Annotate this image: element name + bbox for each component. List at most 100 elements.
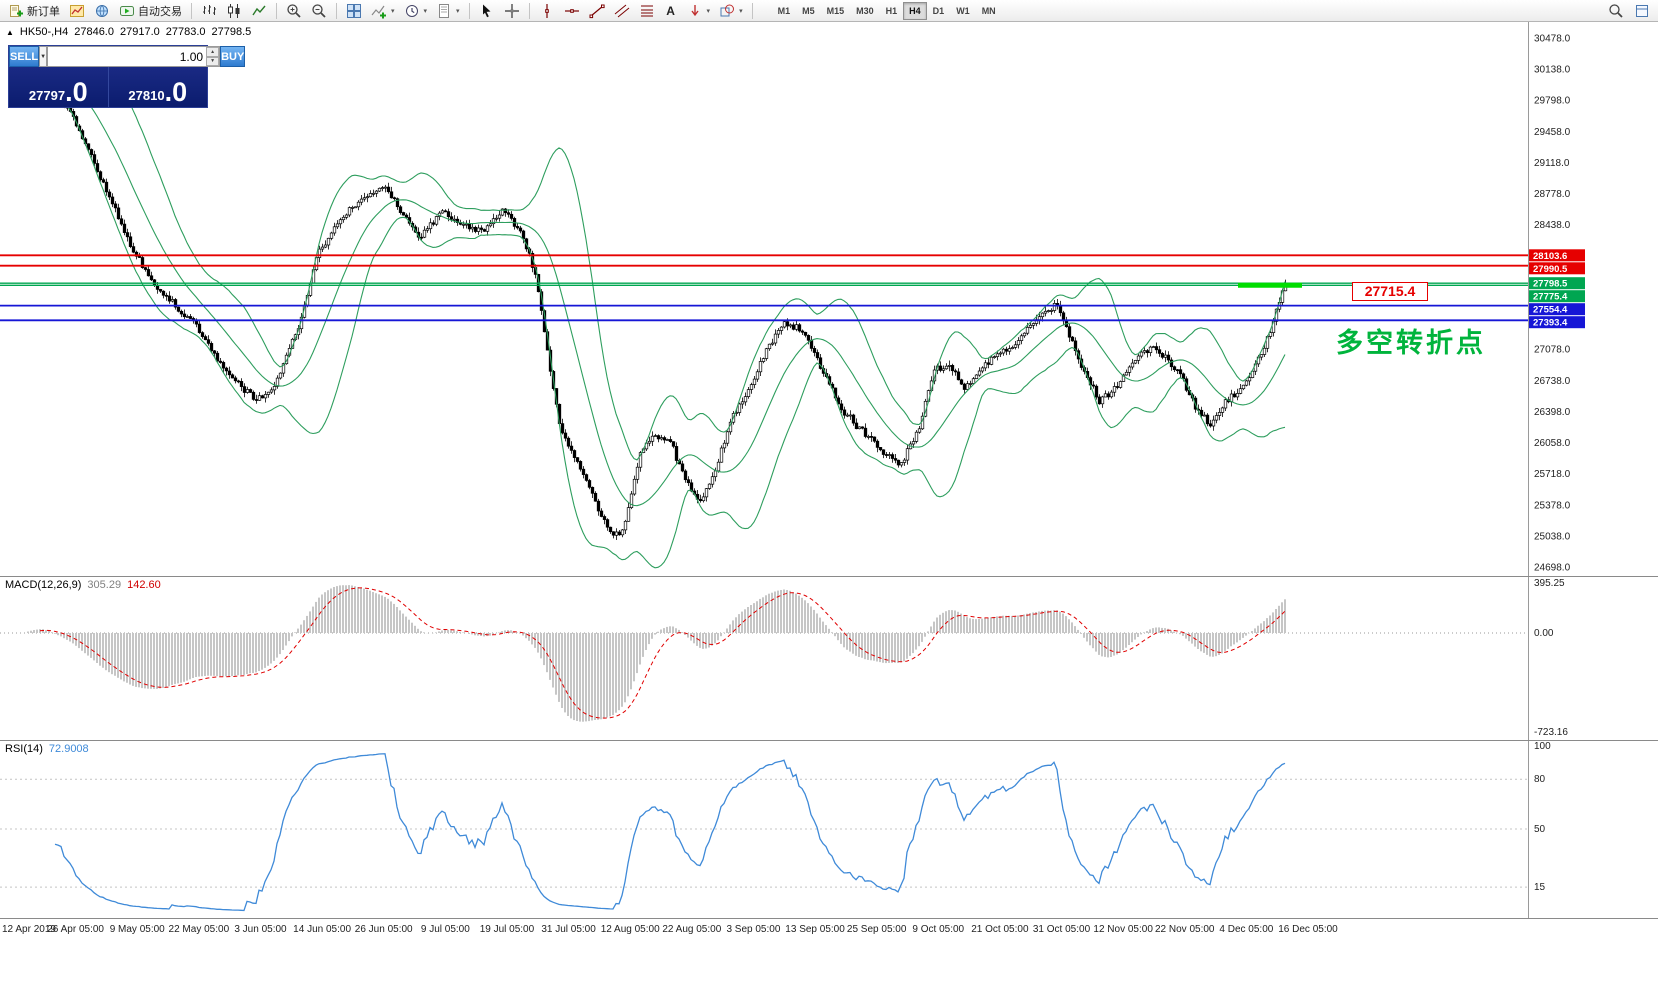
time-label: 12 Nov 05:00	[1093, 924, 1153, 935]
quote-bar: ▲ HK50-,H4 27846.0 27917.0 27783.0 27798…	[6, 26, 251, 38]
timeframe-h1[interactable]: H1	[880, 2, 904, 20]
svg-text:28778.0: 28778.0	[1534, 189, 1571, 200]
svg-text:50: 50	[1534, 824, 1546, 835]
rsi-canvas[interactable]: 100 80 50 15	[0, 741, 1658, 918]
timeframe-m15[interactable]: M15	[821, 2, 851, 20]
volume-down-button[interactable]: ▼	[206, 56, 220, 66]
trendline-icon	[589, 3, 605, 19]
timeframe-mn[interactable]: MN	[976, 2, 1002, 20]
time-label: 9 Oct 05:00	[912, 924, 965, 935]
svg-text:29118.0: 29118.0	[1534, 158, 1570, 169]
time-label: 26 Apr 05:00	[47, 924, 104, 935]
zoom-out-button[interactable]	[307, 1, 331, 21]
trendline-button[interactable]	[585, 1, 609, 21]
cursor-button[interactable]	[475, 1, 499, 21]
svg-text:100: 100	[1534, 741, 1551, 752]
tile-windows-button[interactable]	[342, 1, 366, 21]
volume-dropdown-button[interactable]: ▼	[39, 46, 48, 67]
time-label: 13 Sep 05:00	[785, 924, 845, 935]
timeframe-w1[interactable]: W1	[950, 2, 976, 20]
buy-button[interactable]: BUY	[220, 46, 246, 67]
time-label: 19 Jul 05:00	[479, 924, 535, 935]
fibonacci-button[interactable]	[635, 1, 659, 21]
svg-text:26398.0: 26398.0	[1534, 407, 1571, 418]
svg-text:80: 80	[1534, 774, 1546, 785]
periods-button[interactable]: ▾	[400, 1, 432, 21]
one-click-trading-panel: SELL ▼ ▲ ▼ BUY 27797.0 27810.0	[8, 45, 246, 108]
crosshair-button[interactable]	[500, 1, 524, 21]
timeframe-m30[interactable]: M30	[850, 2, 880, 20]
caret-icon: ▾	[423, 7, 428, 15]
market-watch-button[interactable]	[90, 1, 114, 21]
turning-point-text[interactable]: 多空转折点	[1336, 328, 1486, 358]
time-label: 21 Oct 05:00	[971, 924, 1029, 935]
horizontal-lines	[0, 254, 1528, 322]
time-label: 12 Apr 2019	[2, 924, 56, 935]
svg-text:27078.0: 27078.0	[1534, 345, 1571, 356]
shapes-tool-button[interactable]: ▾	[715, 1, 747, 21]
candlestick-chart-button[interactable]	[222, 1, 246, 21]
search-icon	[1608, 3, 1624, 19]
rsi-value: 72.9008	[48, 743, 89, 755]
sell-button[interactable]: SELL	[9, 46, 40, 67]
templates-button[interactable]: ▾	[432, 1, 464, 21]
timeframe-d1[interactable]: D1	[927, 2, 951, 20]
macd-name: MACD(12,26,9)	[5, 579, 82, 591]
sell-price-pips: .0	[65, 77, 88, 107]
time-axis[interactable]: 12 Apr 2019 26 Apr 05:00 9 May 05:00 22 May…	[0, 918, 1658, 940]
zoom-out-icon	[311, 3, 327, 19]
horizontal-line-button[interactable]	[560, 1, 584, 21]
horizontal-line-icon	[564, 3, 580, 19]
timeframe-h4[interactable]: H4	[903, 1, 927, 20]
charts-button[interactable]	[65, 1, 89, 21]
sell-price[interactable]: 27797.0	[9, 67, 108, 107]
caret-icon: ▾	[456, 7, 460, 15]
macd-canvas[interactable]: 395.25 0.00 -723.16	[0, 577, 1658, 740]
toolbar-separator	[276, 2, 277, 19]
svg-text:395.25: 395.25	[1534, 578, 1565, 589]
caret-icon: ▾	[739, 7, 743, 15]
macd-signal-line	[39, 587, 1286, 719]
channel-button[interactable]	[610, 1, 634, 21]
toolbar-right	[1604, 1, 1654, 21]
svg-text:29798.0: 29798.0	[1534, 96, 1571, 107]
autotrading-icon	[119, 3, 135, 19]
toolbar-separator	[191, 2, 192, 19]
svg-text:27393.4: 27393.4	[1533, 318, 1568, 329]
volume-up-button[interactable]: ▲	[206, 47, 220, 57]
layout-button[interactable]	[1630, 1, 1654, 21]
indicators-icon	[371, 3, 387, 19]
time-label: 9 Jul 05:00	[420, 924, 470, 935]
time-label: 3 Jun 05:00	[234, 924, 287, 935]
toolbar-separator	[528, 2, 530, 19]
arrows-tool-button[interactable]: ▾	[683, 1, 715, 21]
buy-price[interactable]: 27810.0	[107, 67, 207, 107]
layout-icon	[1634, 3, 1650, 19]
autotrading-button[interactable]: 自动交易	[115, 1, 186, 21]
main-chart-canvas[interactable]: 30478.0 30138.0 29798.0 29458.0 29118.0 28778…	[0, 22, 1658, 576]
new-order-label: 新订单	[27, 5, 60, 18]
new-order-button[interactable]: 新订单	[4, 1, 64, 21]
search-button[interactable]	[1604, 1, 1628, 21]
quote-close: 27798.5	[211, 26, 252, 38]
rsi-line	[54, 753, 1286, 912]
vertical-line-button[interactable]	[535, 1, 559, 21]
volume-input[interactable]	[48, 47, 207, 66]
rsi-panel: 100 80 50 15 RSI(14) 72.9008	[0, 740, 1658, 918]
macd-histogram	[27, 585, 1286, 722]
price-level-label[interactable]: 27715.4	[1352, 282, 1428, 301]
svg-text:27775.4: 27775.4	[1533, 292, 1568, 303]
globe-icon	[94, 3, 110, 19]
line-chart-button[interactable]	[247, 1, 271, 21]
timeframe-m1[interactable]: M1	[772, 2, 797, 20]
indicators-button[interactable]: ▾	[367, 1, 399, 21]
tick-up-icon: ▲	[6, 27, 14, 37]
zoom-in-icon	[286, 3, 302, 19]
svg-text:0.00: 0.00	[1534, 628, 1554, 639]
text-tool-button[interactable]: A	[660, 1, 682, 21]
timeframe-m5[interactable]: M5	[796, 2, 821, 20]
text-tool-icon: A	[666, 3, 675, 18]
time-label: 22 Nov 05:00	[1155, 924, 1215, 935]
zoom-in-button[interactable]	[282, 1, 306, 21]
bar-chart-button[interactable]	[197, 1, 221, 21]
